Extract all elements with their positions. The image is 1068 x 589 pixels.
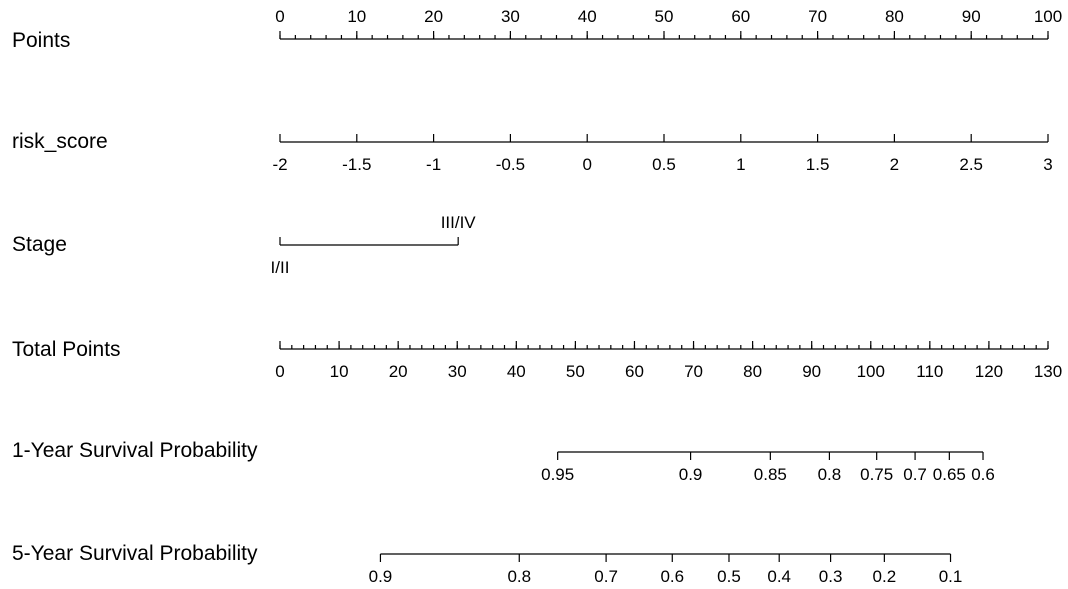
points-tick-label: 70 <box>808 7 827 26</box>
points-tick-label: 30 <box>501 7 520 26</box>
risk-score-tick-label: 2.5 <box>959 155 983 174</box>
points-tick-label: 100 <box>1034 7 1062 26</box>
total-points-tick-label: 70 <box>684 362 703 381</box>
total-points-tick-label: 130 <box>1034 362 1062 381</box>
total-points-tick-label: 100 <box>857 362 885 381</box>
total-points-tick-label: 110 <box>916 362 943 381</box>
5-year-survival-probability-tick-label: 0.4 <box>767 567 791 586</box>
stage-category-label: III/IV <box>441 213 477 232</box>
total-points-tick-label: 20 <box>389 362 408 381</box>
1-year-survival-probability-tick-label: 0.65 <box>933 465 966 484</box>
5-year-survival-probability-row-label: 5-Year Survival Probability <box>12 542 258 565</box>
1-year-survival-probability-tick-label: 0.85 <box>754 465 787 484</box>
points-tick-label: 0 <box>275 7 284 26</box>
total-points-tick-label: 0 <box>275 362 284 381</box>
5-year-survival-probability-tick-label: 0.6 <box>660 567 684 586</box>
total-points-tick-label: 50 <box>566 362 585 381</box>
5-year-survival-probability-tick-label: 0.2 <box>873 567 897 586</box>
risk-score-tick-label: 2 <box>890 155 899 174</box>
risk-score-tick-label: 1.5 <box>806 155 830 174</box>
points-tick-label: 80 <box>885 7 904 26</box>
points-tick-label: 90 <box>962 7 981 26</box>
stage-row-label: Stage <box>12 233 67 256</box>
risk-score-tick-label: 1 <box>736 155 745 174</box>
1-year-survival-probability-row-label: 1-Year Survival Probability <box>12 439 258 462</box>
points-row-label: Points <box>12 29 70 52</box>
risk-score-tick-label: -1.5 <box>342 155 371 174</box>
total-points-tick-label: 90 <box>802 362 821 381</box>
risk-score-tick-label: -1 <box>426 155 441 174</box>
risk-score-tick-label: -0.5 <box>496 155 525 174</box>
risk-score-row-label: risk_score <box>12 130 108 153</box>
points-tick-label: 50 <box>655 7 674 26</box>
total-points-row-label: Total Points <box>12 338 121 361</box>
1-year-survival-probability-tick-label: 0.8 <box>818 465 842 484</box>
points-tick-label: 20 <box>424 7 443 26</box>
total-points-tick-label: 80 <box>743 362 762 381</box>
5-year-survival-probability-tick-label: 0.1 <box>939 567 963 586</box>
5-year-survival-probability-tick-label: 0.3 <box>819 567 843 586</box>
risk-score-tick-label: -2 <box>272 155 287 174</box>
1-year-survival-probability-tick-label: 0.6 <box>971 465 995 484</box>
1-year-survival-probability-tick-label: 0.9 <box>679 465 703 484</box>
points-tick-label: 10 <box>347 7 366 26</box>
risk-score-tick-label: 3 <box>1043 155 1052 174</box>
stage-category-label: I/II <box>271 258 290 277</box>
total-points-tick-label: 30 <box>448 362 467 381</box>
risk-score-tick-label: 0.5 <box>652 155 676 174</box>
5-year-survival-probability-tick-label: 0.8 <box>507 567 531 586</box>
total-points-tick-label: 10 <box>330 362 349 381</box>
1-year-survival-probability-tick-label: 0.75 <box>860 465 893 484</box>
1-year-survival-probability-tick-label: 0.95 <box>541 465 574 484</box>
5-year-survival-probability-tick-label: 0.7 <box>594 567 618 586</box>
points-tick-label: 40 <box>578 7 597 26</box>
5-year-survival-probability-tick-label: 0.5 <box>717 567 741 586</box>
points-tick-label: 60 <box>731 7 750 26</box>
total-points-tick-label: 120 <box>975 362 1003 381</box>
total-points-tick-label: 60 <box>625 362 644 381</box>
1-year-survival-probability-tick-label: 0.7 <box>903 465 927 484</box>
risk-score-tick-label: 0 <box>582 155 591 174</box>
5-year-survival-probability-tick-label: 0.9 <box>369 567 393 586</box>
total-points-tick-label: 40 <box>507 362 526 381</box>
